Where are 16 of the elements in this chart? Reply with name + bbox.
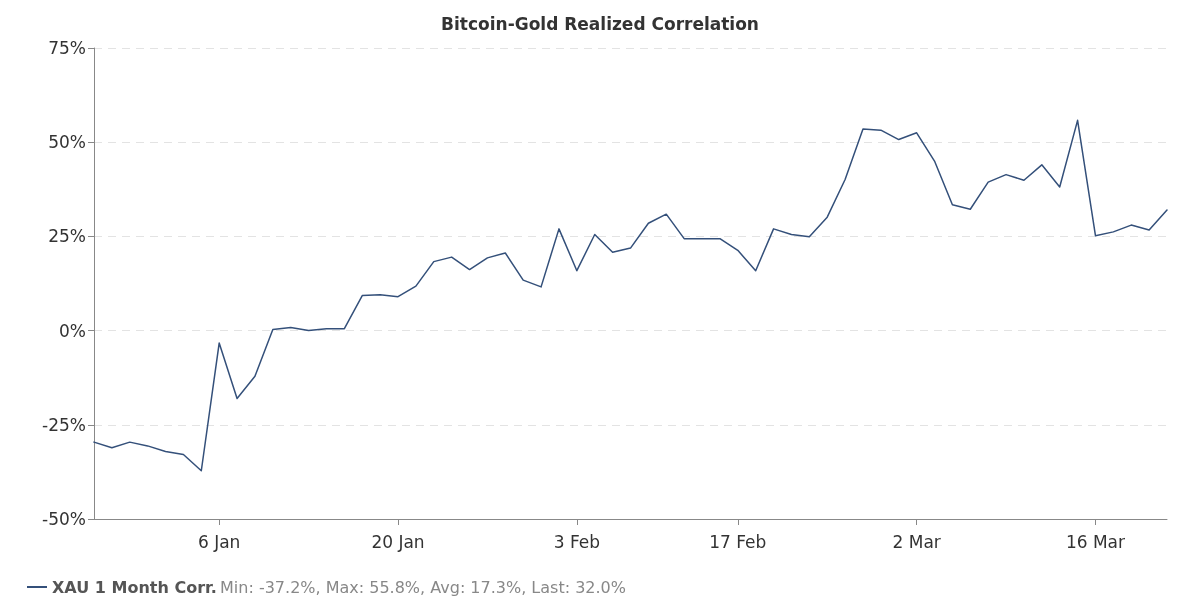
x-tick-label: 3 Feb (553, 531, 601, 552)
line-series (93, 119, 1168, 472)
y-tick-label: -50% (42, 509, 86, 529)
x-tick-label: 6 Jan (197, 531, 241, 552)
x-tick-label: 2 Mar (892, 531, 941, 552)
x-tick-label: 17 Feb (709, 531, 767, 552)
x-tick-label: 20 Jan (371, 531, 425, 552)
y-tick-label: 25% (48, 226, 86, 247)
y-tick-label: 50% (48, 132, 86, 153)
chart-title: Bitcoin-Gold Realized Correlation (441, 13, 759, 34)
legend-label: XAU 1 Month Corr. (52, 577, 217, 597)
y-tick-label: -25% (42, 414, 86, 435)
y-tick-label: 0% (59, 320, 86, 341)
text: Min: -37.2%, Max: 55.8%, Avg: 17.3%, Last: 32.0% (220, 577, 626, 597)
x-tick-label: 16 Mar (1065, 531, 1126, 552)
y-tick-label: 75% (48, 38, 86, 58)
